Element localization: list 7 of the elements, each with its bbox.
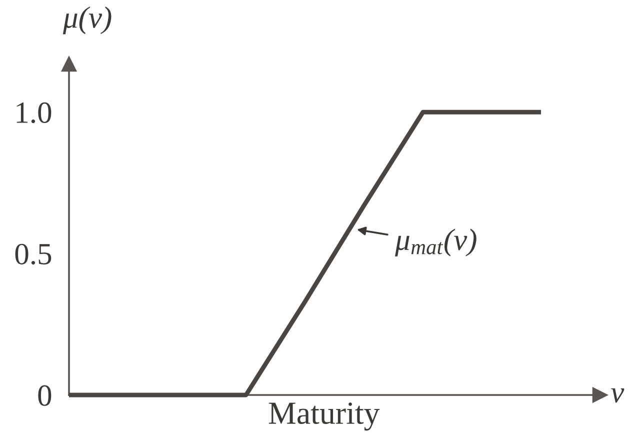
y-tick-label: 0 <box>38 385 52 406</box>
y-tick-label: 0.5 <box>15 244 52 265</box>
y-axis-title: μ(v) <box>62 6 112 34</box>
annotation: μ$_{mat}$(v) <box>395 228 476 256</box>
x-axis-title: Maturity <box>268 402 380 431</box>
y-tick-label: 1.0 <box>16 102 52 124</box>
text: v <box>611 388 624 403</box>
